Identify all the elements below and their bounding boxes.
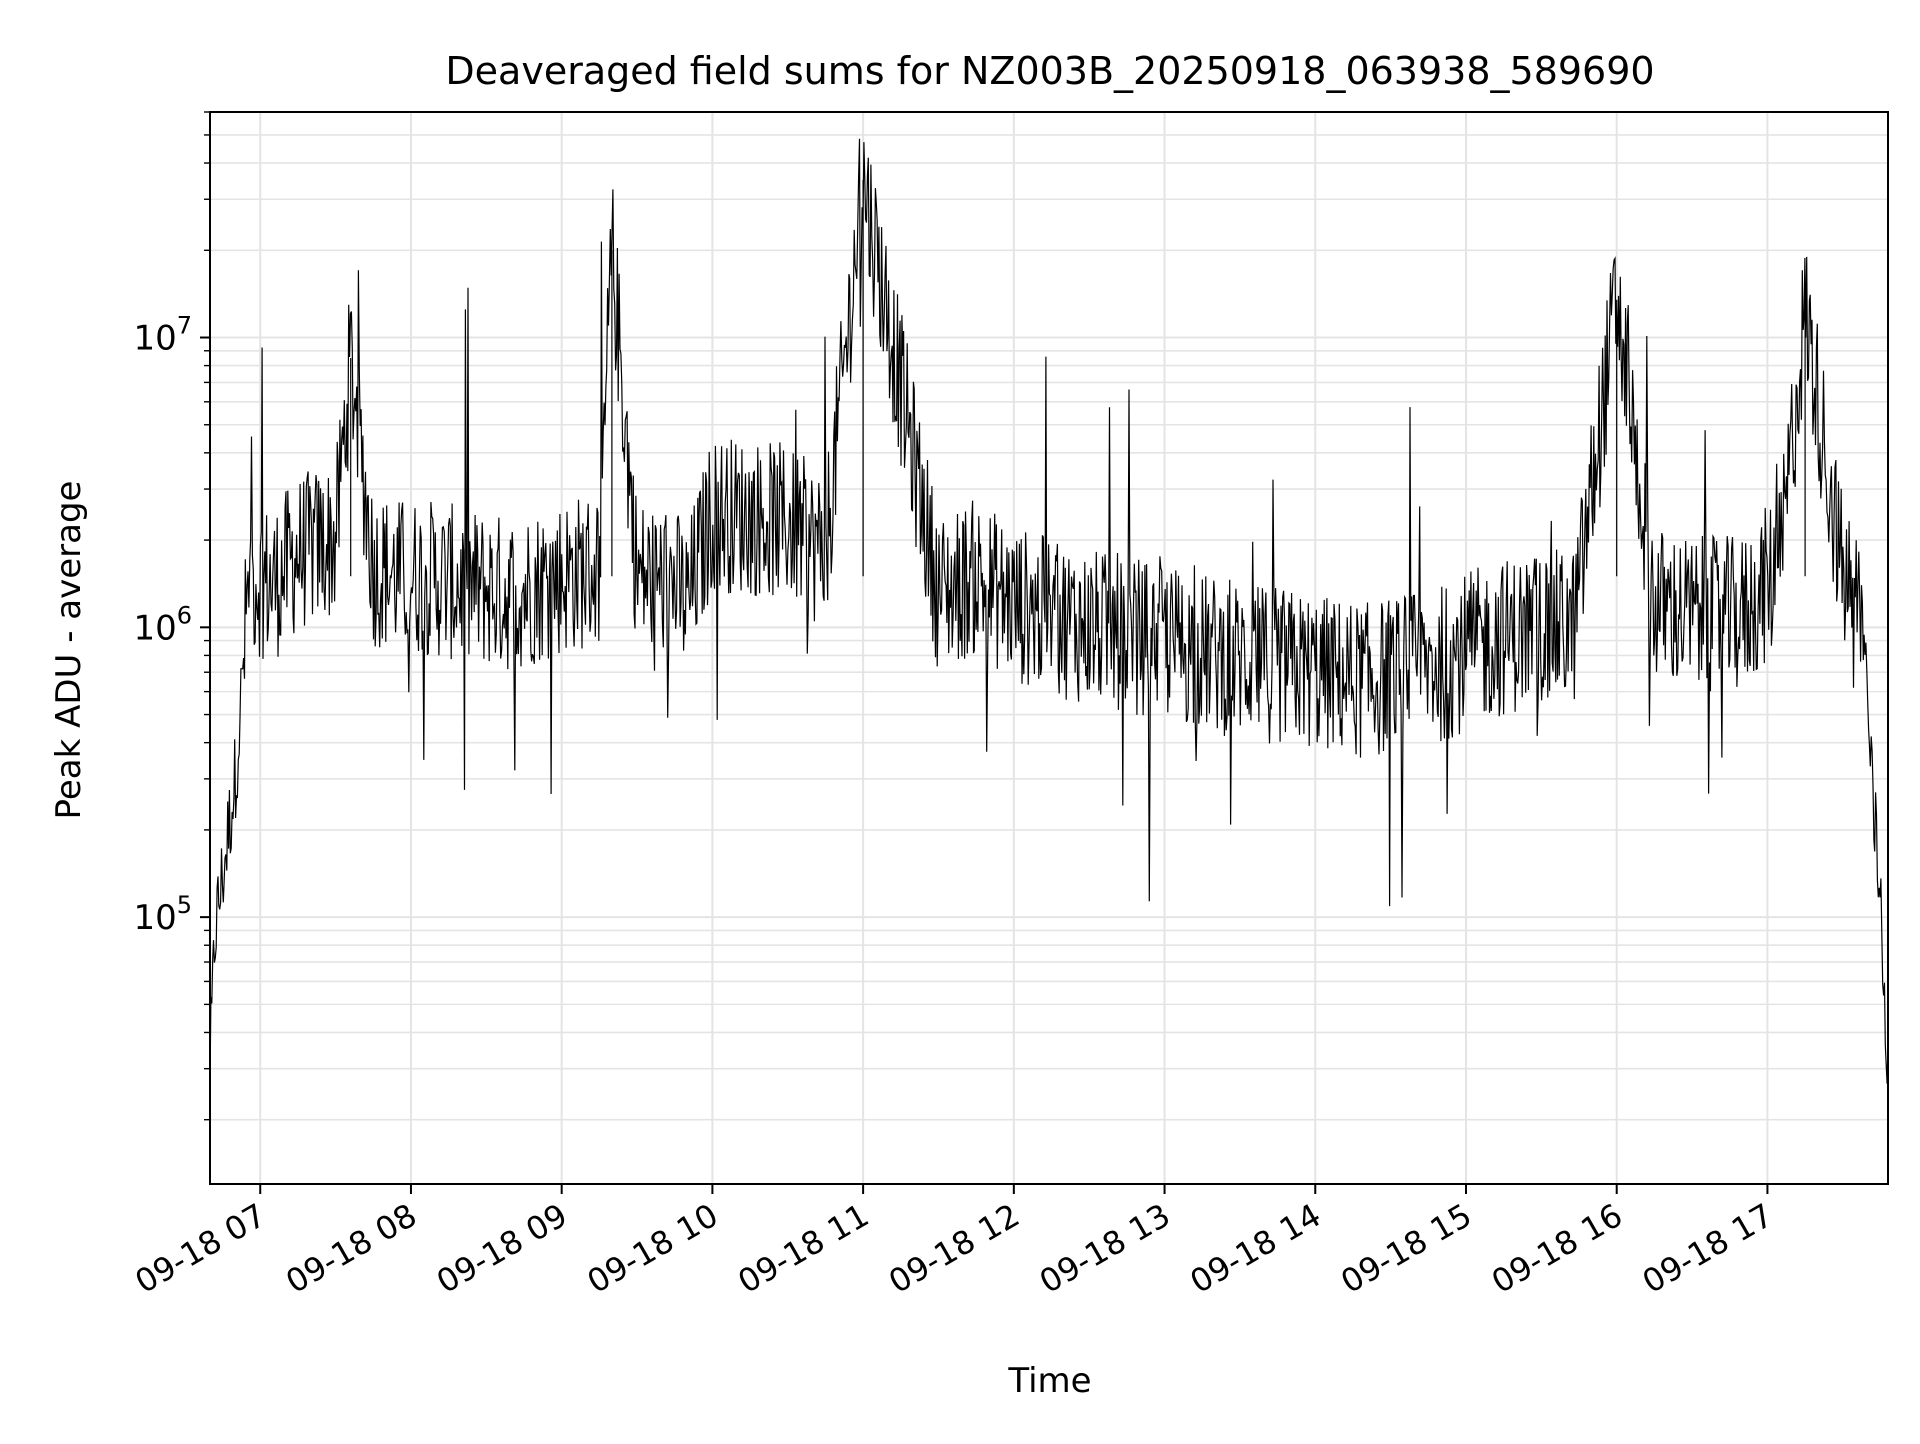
grid — [210, 111, 1888, 1184]
y-axis-label: Peak ADU - average — [49, 481, 89, 820]
y-tick-label: 106 — [133, 601, 192, 648]
y-tick-label: 105 — [133, 891, 192, 938]
line-layer — [209, 138, 1889, 1088]
data-series-line — [209, 138, 1889, 1088]
plot-frame — [209, 111, 1889, 1185]
chart-title: Deaveraged field sums for NZ003B_2025091… — [445, 49, 1654, 93]
x-axis-label: Time — [1007, 1361, 1091, 1401]
y-tick-label: 107 — [133, 312, 192, 359]
